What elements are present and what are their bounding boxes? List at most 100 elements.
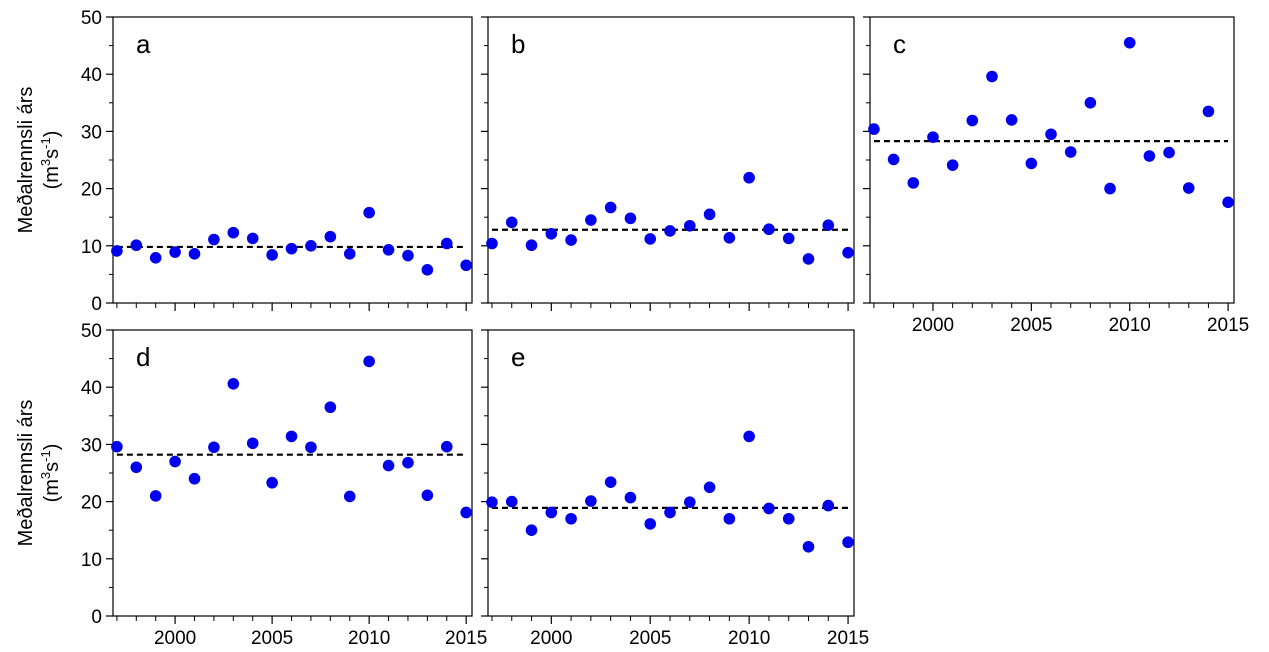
y-axis-title-line1: Meðalrennsli árs	[15, 400, 37, 547]
data-point	[460, 259, 472, 272]
data-point	[111, 440, 123, 453]
data-point	[169, 246, 181, 258]
y-axis-title-unit: (m3s-1)	[38, 131, 63, 190]
data-point	[149, 252, 162, 264]
data-point	[421, 489, 434, 502]
data-point	[802, 253, 815, 265]
data-point	[545, 227, 558, 240]
y-tick-label: 0	[91, 607, 102, 628]
data-point	[1025, 157, 1038, 170]
data-point	[585, 495, 597, 507]
data-point	[324, 230, 337, 243]
data-point	[246, 232, 259, 245]
data-point	[188, 248, 201, 260]
data-point	[782, 232, 795, 245]
y-tick-label: 40	[81, 378, 102, 399]
data-point	[986, 70, 998, 83]
data-point	[382, 459, 395, 472]
data-point	[208, 441, 220, 454]
data-point	[266, 476, 278, 489]
data-point	[486, 237, 498, 250]
panel-label: a	[136, 29, 151, 59]
data-point	[966, 114, 979, 127]
data-point	[382, 244, 395, 256]
data-point	[1123, 36, 1136, 49]
data-point	[703, 481, 716, 494]
data-point	[169, 455, 181, 468]
data-point	[285, 430, 298, 443]
x-tick-label: 2015	[827, 628, 869, 649]
data-point	[723, 512, 736, 525]
data-point	[1202, 105, 1215, 118]
data-point	[1163, 146, 1175, 159]
y-tick-label: 40	[81, 65, 102, 86]
y-axis-title-row1: Meðalrennsli árs (m3s-1)	[15, 87, 63, 234]
data-point	[1104, 182, 1116, 195]
data-point	[887, 153, 900, 166]
y-tick-label: 0	[91, 294, 102, 315]
data-point	[227, 226, 240, 239]
x-tick-label: 2000	[912, 315, 954, 336]
data-point	[130, 461, 143, 474]
data-point	[624, 491, 637, 504]
data-point	[525, 239, 538, 252]
data-point	[1005, 114, 1018, 126]
data-point	[363, 206, 375, 219]
data-point	[324, 401, 337, 414]
data-point	[822, 219, 835, 232]
data-point	[927, 131, 939, 143]
data-point	[723, 231, 736, 244]
data-point	[624, 212, 637, 225]
data-point	[402, 249, 414, 262]
panel-c: 2000 2005 2010 2015 c	[863, 16, 1249, 336]
y-tick-label: 20	[81, 493, 102, 514]
data-point	[1182, 182, 1195, 194]
data-point	[907, 177, 920, 189]
x-tick-label: 2010	[728, 628, 770, 649]
data-point	[763, 223, 775, 236]
data-point	[842, 536, 854, 549]
data-point	[743, 430, 755, 443]
y-tick-label: 30	[81, 122, 102, 143]
data-point	[545, 506, 558, 519]
data-point	[130, 239, 143, 252]
data-point	[585, 214, 597, 226]
y-tick-label: 30	[81, 435, 102, 456]
x-tick-label: 2005	[1010, 315, 1052, 336]
data-point	[565, 512, 577, 525]
panel-d: 0 10 20 30 40 50 2000 2005 2010 2015 d	[81, 321, 487, 649]
data-point	[460, 506, 472, 519]
panel-label: e	[511, 342, 525, 372]
data-point	[402, 456, 414, 469]
y-tick-label: 50	[81, 321, 102, 342]
panel-e: 2000 2005 2010 2015 e	[481, 329, 869, 649]
x-tick-label: 2005	[629, 628, 671, 649]
data-point	[111, 245, 123, 257]
data-point	[565, 234, 577, 246]
data-point	[703, 208, 716, 221]
panel-label: c	[893, 29, 906, 59]
data-point	[421, 264, 434, 276]
data-point	[149, 490, 162, 502]
data-point	[305, 441, 317, 454]
data-point	[305, 240, 317, 252]
x-tick-label: 2000	[154, 628, 196, 649]
panel-a: 0 10 20 30 40 50 a	[81, 8, 473, 315]
y-tick-label: 20	[81, 180, 102, 201]
panels-container: 0 10 20 30 40 50 a b 2000 2005 2010 2015 c 0 10 20 30 40 5…	[81, 8, 1249, 649]
panel-label: b	[511, 29, 525, 59]
data-point	[440, 237, 453, 250]
data-point	[763, 502, 775, 515]
x-tick-label: 2010	[1109, 315, 1151, 336]
data-point	[266, 249, 278, 261]
panel-label: d	[136, 342, 150, 372]
y-axis-title-row2: Meðalrennsli árs (m3s-1)	[15, 400, 63, 547]
x-tick-label: 2005	[251, 628, 293, 649]
x-tick-label: 2015	[1207, 315, 1249, 336]
data-point	[227, 377, 240, 390]
data-point	[246, 437, 259, 450]
data-point	[343, 248, 356, 260]
data-point	[1064, 146, 1077, 158]
